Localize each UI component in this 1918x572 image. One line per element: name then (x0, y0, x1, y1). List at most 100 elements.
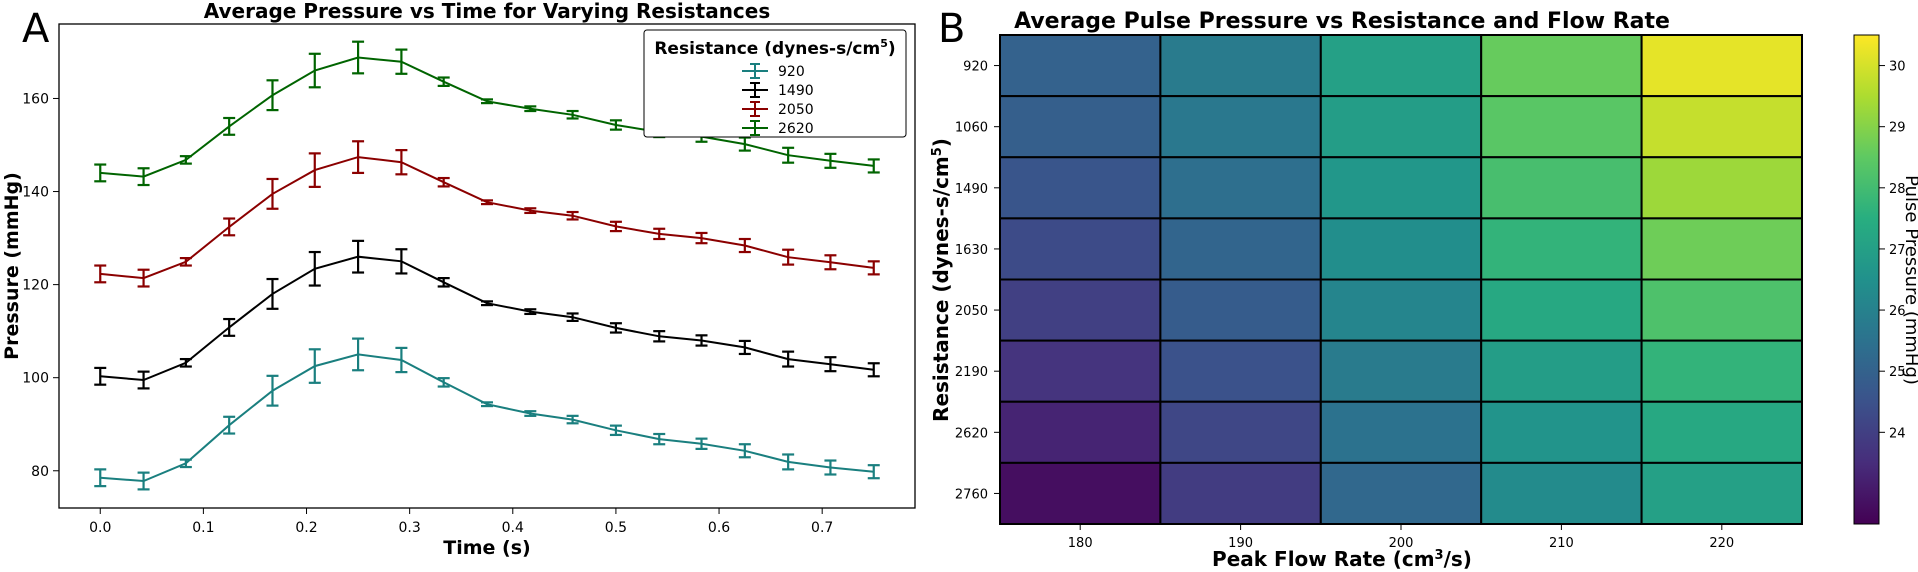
error-bar (782, 453, 795, 471)
error-bar (395, 248, 408, 275)
error-bar (266, 177, 279, 210)
error-bar (481, 98, 493, 105)
y-tick-label: 2620 (955, 426, 988, 441)
y-tick-label: 2190 (955, 365, 988, 380)
error-bar (352, 140, 365, 175)
error-bar (137, 370, 150, 390)
series-line-920 (100, 353, 874, 483)
error-bar (395, 346, 408, 374)
heatmap-cell (1319, 217, 1483, 281)
error-bar (867, 260, 880, 276)
error-bar (824, 356, 837, 373)
y-tick-label: 140 (22, 185, 49, 201)
pressure-time-chart: Average Pressure vs Time for Varying Res… (1, 0, 916, 559)
error-bar (782, 350, 795, 368)
error-bar (137, 471, 150, 491)
error-bar (653, 432, 666, 446)
heatmap-cell (1159, 95, 1322, 159)
legend-title: Resistance (dynes-s/cm5) (654, 37, 895, 59)
error-bar (308, 250, 321, 287)
error-bar (609, 322, 622, 334)
y-tick-label: 1060 (955, 121, 988, 136)
heatmap-cell (1640, 339, 1803, 403)
error-bar (94, 366, 107, 386)
heatmap-cell (1640, 156, 1803, 220)
heatmap-cell (1319, 339, 1483, 403)
x-tick-label: 0.2 (295, 520, 317, 536)
error-bar (738, 237, 751, 254)
heatmap-cell (1159, 461, 1322, 525)
error-bar (653, 227, 666, 241)
legend-label: 2050 (778, 102, 814, 118)
y-tick-label: 100 (22, 371, 49, 387)
error-bar (437, 377, 450, 388)
heatmap-cell (999, 34, 1162, 98)
legend-label: 1490 (778, 83, 814, 99)
heatmap-cell (1480, 34, 1643, 98)
error-bar (223, 317, 236, 337)
heatmap-cell (999, 156, 1162, 220)
heatmap-cell (1640, 461, 1803, 525)
error-bar (94, 264, 107, 284)
x-tick-label: 210 (1549, 536, 1574, 551)
heatmap-cell (1319, 461, 1483, 525)
colorbar-tick-label: 24 (1889, 426, 1906, 441)
error-bar (179, 357, 192, 368)
heatmap-cell (1319, 156, 1483, 220)
error-bar (566, 210, 579, 221)
legend-label: 920 (778, 64, 805, 80)
error-bar (481, 300, 493, 307)
error-bar (824, 152, 837, 169)
heatmap-cell (1319, 278, 1483, 342)
heatmap-cell (1159, 34, 1322, 98)
heatmap-cell (999, 278, 1162, 342)
error-bar (352, 40, 365, 75)
heatmap-cell (1480, 95, 1643, 159)
error-bar (179, 155, 192, 165)
heatmap-cell (1480, 400, 1643, 464)
error-bar (566, 414, 579, 425)
colorbar: 24 25 26 27 28 29 30 Pulse Pressure (mmHg) (1853, 34, 1918, 525)
heatmap-cell (1159, 156, 1322, 220)
error-bar (137, 167, 150, 187)
x-tick-label: 220 (1709, 536, 1734, 551)
series-line-1490 (100, 255, 874, 382)
error-bar (609, 119, 622, 131)
legend-swatch-2050 (742, 101, 768, 117)
legend-swatch-1490 (742, 82, 768, 98)
heatmap-cell (1640, 217, 1803, 281)
colorbar-label: Pulse Pressure (mmHg) (1901, 175, 1918, 385)
error-bar (223, 116, 236, 136)
heatmap-cell (1480, 278, 1643, 342)
chart-b-frame (999, 34, 1803, 525)
heatmap-cell (1480, 461, 1643, 525)
y-tick-label: 160 (22, 91, 49, 107)
x-tick-label: 0.6 (708, 520, 730, 536)
y-tick-label: 1630 (955, 243, 988, 258)
error-bar (481, 199, 493, 206)
error-bar (179, 256, 192, 267)
error-bar (695, 231, 708, 245)
legend-swatch-920 (742, 63, 768, 79)
error-bar (308, 348, 321, 384)
error-bar (524, 207, 537, 215)
error-bar (266, 277, 279, 310)
heatmap-cell (1319, 95, 1483, 159)
error-bar (524, 410, 537, 417)
heatmap-cell (999, 461, 1162, 525)
colorbar-gradient (1853, 34, 1880, 525)
error-bar (266, 374, 279, 407)
error-bar (609, 220, 622, 233)
error-bar (867, 464, 880, 480)
chart-a-title: Average Pressure vs Time for Varying Res… (204, 0, 771, 23)
chart-a-frame (58, 23, 916, 509)
heatmap-cell (1159, 400, 1322, 464)
chart-b-xlabel: Peak Flow Rate (cm3/s) (1212, 547, 1472, 571)
error-bar (738, 443, 751, 459)
colorbar-tick-label: 29 (1889, 121, 1906, 136)
panel-label-b: B (938, 6, 965, 52)
y-tick-label: 920 (963, 60, 988, 75)
error-bar (179, 458, 192, 469)
chart-a-xlabel: Time (s) (443, 537, 530, 559)
